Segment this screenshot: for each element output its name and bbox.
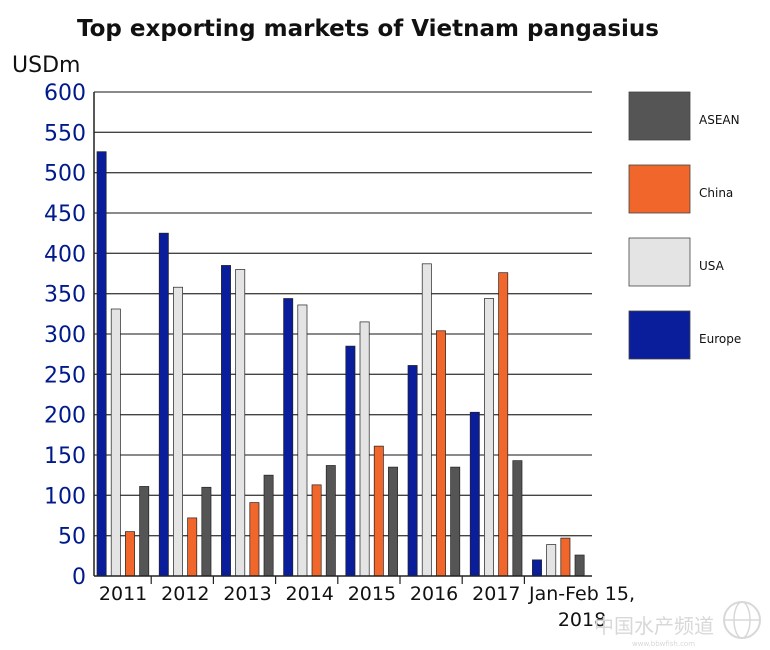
x-tick-label: 2017 [472, 583, 520, 605]
y-axis-unit-label: USDm [12, 53, 80, 78]
y-tick-label: 50 [58, 525, 86, 550]
y-tick-label: 500 [44, 162, 86, 187]
y-tick-label: 450 [44, 202, 86, 227]
bar-europe-1 [158, 232, 169, 577]
x-tick-label: 2012 [161, 583, 209, 605]
bar-asean-4 [388, 466, 398, 577]
y-tick-label: 0 [72, 565, 86, 590]
watermark: 中国水产频道 www.bbwfish.com [594, 601, 761, 648]
y-tick-label: 600 [44, 81, 86, 106]
x-tick-label: 2014 [286, 583, 334, 605]
bar-europe-3 [283, 298, 294, 577]
bar-china-1 [187, 517, 198, 577]
bar-asean-1 [201, 486, 212, 577]
bar-asean-5 [450, 466, 461, 577]
y-tick-labels: 0 50 100 150 200 250 300 350 400 450 500 550 600 [44, 81, 86, 590]
bar-europe-0 [96, 151, 107, 577]
y-tick-label: 350 [44, 283, 86, 308]
legend-label-europe: Europe [699, 332, 741, 346]
bar-china-7 [560, 537, 571, 577]
bar-usa-2 [235, 269, 246, 577]
legend-label-china: China [699, 186, 733, 200]
bar-asean-0 [139, 486, 150, 577]
bars [96, 151, 585, 577]
y-tick-label: 200 [44, 404, 86, 429]
x-tick-label: 2011 [99, 583, 147, 605]
chart-title: Top exporting markets of Vietnam pangasi… [77, 16, 659, 42]
legend-swatch-usa [628, 237, 691, 287]
y-tick-label: 550 [44, 121, 86, 146]
axes [93, 92, 592, 584]
bar-usa-4 [359, 321, 370, 577]
bar-usa-0 [110, 308, 121, 577]
bar-europe-5 [407, 365, 418, 577]
x-tick-label: 2016 [410, 583, 458, 605]
y-tick-label: 100 [44, 484, 86, 509]
bar-europe-2 [221, 265, 231, 577]
x-tick-labels: 2011 2012 2013 2014 2015 2016 2017 Jan-Feb 15, 2… [99, 583, 635, 631]
x-tick-label: 2015 [348, 583, 396, 605]
y-tick-label: 250 [44, 363, 86, 388]
bar-china-4 [373, 445, 384, 577]
legend-label-asean: ASEAN [699, 113, 740, 127]
legend-swatch-china [628, 164, 691, 214]
bar-usa-7 [546, 544, 557, 577]
bar-china-2 [249, 502, 260, 577]
x-tick-label: Jan-Feb 15, [528, 583, 635, 605]
bar-europe-4 [345, 345, 356, 577]
bar-china-5 [436, 330, 446, 577]
bar-usa-3 [297, 304, 308, 577]
bar-usa-6 [484, 298, 494, 577]
bar-asean-2 [263, 474, 274, 577]
legend-label-usa: USA [699, 259, 725, 273]
x-tick-label: 2013 [223, 583, 271, 605]
bar-asean-6 [512, 460, 523, 577]
legend: ASEAN China USA Europe [628, 91, 741, 360]
bar-asean-3 [325, 465, 336, 577]
bar-asean-7 [574, 554, 585, 577]
y-tick-label: 400 [44, 242, 86, 267]
y-tick-label: 150 [44, 444, 86, 469]
bar-usa-1 [173, 286, 183, 577]
bar-china-6 [498, 272, 509, 577]
bar-europe-6 [469, 411, 480, 577]
y-tick-label: 300 [44, 323, 86, 348]
bar-usa-5 [421, 263, 432, 577]
watermark-subtext: www.bbwfish.com [632, 640, 695, 648]
bar-china-3 [311, 484, 322, 577]
legend-swatch-asean [628, 91, 691, 141]
bar-china-0 [125, 531, 135, 577]
legend-swatch-europe [628, 310, 691, 360]
x-tick-label: 2018 [558, 609, 606, 631]
watermark-text: 中国水产频道 [594, 614, 714, 638]
bar-europe-7 [532, 559, 542, 577]
